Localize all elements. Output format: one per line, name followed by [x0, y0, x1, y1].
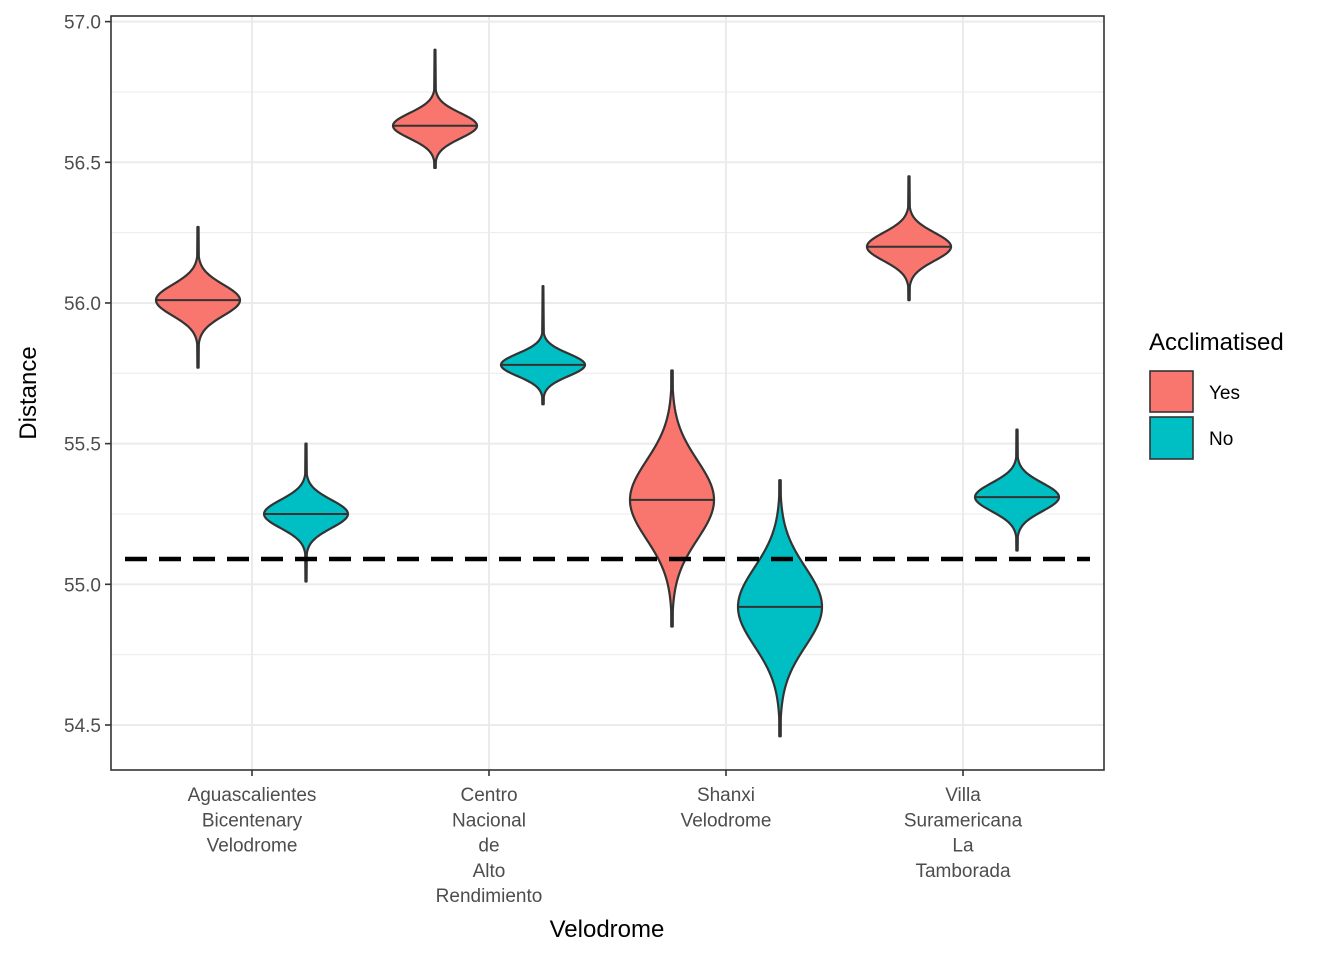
violin-no [736, 479, 824, 738]
x-tick-label-line: Velodrome [681, 810, 772, 831]
x-tick-label-line: Nacional [452, 810, 526, 831]
x-tick-label-line: Tamborada [915, 861, 1010, 882]
legend-label-no: No [1209, 429, 1233, 450]
x-tick-label: Shanxi Velodrome [681, 785, 772, 831]
violin-no [973, 428, 1061, 552]
y-tick-label: 56.0 [64, 294, 101, 315]
x-tick-label-line: Alto [473, 861, 506, 882]
violin-yes [391, 48, 479, 170]
x-tick-label: Villa Suramericana La Tamborada [904, 785, 1023, 882]
x-axis-title: Velodrome [550, 916, 665, 943]
y-tick-label: 55.5 [64, 435, 101, 456]
x-tick-label: Aguascalientes Bicentenary Velodrome [188, 785, 317, 857]
panel-border [110, 15, 1105, 771]
x-tick-label-line: La [952, 836, 974, 857]
y-tick-label: 54.5 [64, 716, 101, 737]
violin-yes [865, 175, 953, 302]
legend-key-no [1149, 416, 1194, 460]
legend: Acclimatised Yes No [1149, 329, 1284, 460]
x-tick-label-line: de [478, 836, 499, 857]
violin-yes [628, 369, 716, 628]
x-tick-label-line: Aguascalientes [188, 785, 317, 806]
x-tick-label-line: Bicentenary [202, 810, 303, 831]
y-tick-label: 55.0 [64, 575, 101, 596]
legend-label-yes: Yes [1209, 383, 1240, 404]
major-gridlines [111, 16, 1104, 770]
x-tick-label-line: Centro [460, 785, 517, 806]
violin-yes [154, 225, 242, 369]
legend-title: Acclimatised [1149, 329, 1284, 356]
x-axis: Aguascalientes Bicentenary Velodrome Centro… [188, 770, 1023, 907]
x-tick-label: Centro Nacional de Alto Rendimiento [436, 785, 543, 907]
x-tick-label-line: Villa [945, 785, 981, 806]
x-tick-label-line: Velodrome [207, 836, 298, 857]
violins [154, 48, 1061, 738]
y-axis-title: Distance [15, 346, 42, 439]
y-tick-label: 57.0 [64, 13, 101, 34]
y-tick-label: 56.5 [64, 153, 101, 174]
x-tick-label-line: Rendimiento [436, 886, 543, 907]
y-axis: 54.5 55.0 55.5 56.0 56.5 57.0 [64, 13, 111, 737]
panel-background [111, 16, 1104, 770]
x-tick-label-line: Suramericana [904, 810, 1023, 831]
violin-no [262, 442, 350, 583]
legend-key-yes [1149, 370, 1194, 413]
x-tick-label-line: Shanxi [697, 785, 755, 806]
